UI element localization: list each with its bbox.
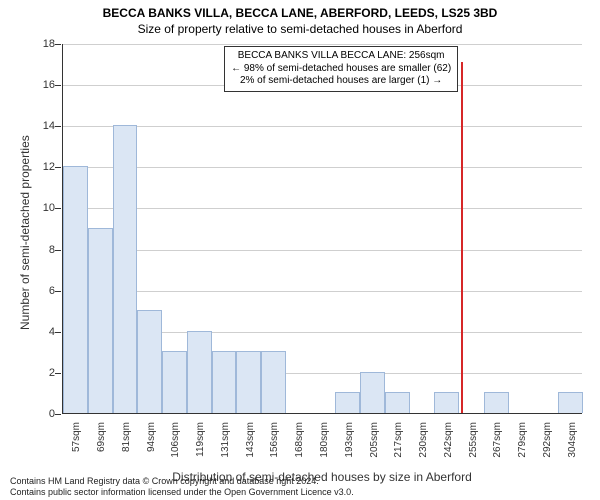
x-tick-label: 217sqm [393, 422, 404, 472]
y-axis-label: Number of semi-detached properties [18, 135, 32, 330]
y-tick-label: 8 [33, 244, 55, 256]
y-tick-label: 10 [33, 202, 55, 214]
x-tick-label: 119sqm [195, 422, 206, 472]
x-tick-label: 168sqm [294, 422, 305, 472]
histogram-bar [385, 392, 410, 413]
histogram-bar [484, 392, 509, 413]
gridline [63, 250, 582, 251]
x-tick-label: 81sqm [121, 422, 132, 472]
x-tick-label: 131sqm [220, 422, 231, 472]
gridline [63, 291, 582, 292]
gridline [63, 167, 582, 168]
attribution-line-1: Contains HM Land Registry data © Crown c… [10, 476, 600, 487]
histogram-bar [434, 392, 459, 413]
plot-area: 02468101214161857sqm69sqm81sqm94sqm106sq… [62, 44, 582, 414]
histogram-bar [212, 351, 237, 413]
y-tick-label: 14 [33, 120, 55, 132]
y-tick-label: 2 [33, 367, 55, 379]
x-tick-label: 69sqm [96, 422, 107, 472]
y-tick-label: 4 [33, 326, 55, 338]
histogram-bar [113, 125, 138, 413]
histogram-bar [63, 166, 88, 413]
y-tick-label: 6 [33, 285, 55, 297]
x-tick-label: 279sqm [517, 422, 528, 472]
x-tick-label: 106sqm [170, 422, 181, 472]
gridline [63, 44, 582, 45]
histogram-bar [360, 372, 385, 413]
annotation-line-2: ← 98% of semi-detached houses are smalle… [231, 63, 451, 76]
x-tick-label: 255sqm [468, 422, 479, 472]
chart-subtitle: Size of property relative to semi-detach… [0, 20, 600, 36]
x-tick-label: 230sqm [418, 422, 429, 472]
x-tick-label: 205sqm [369, 422, 380, 472]
gridline [63, 208, 582, 209]
x-tick-label: 292sqm [542, 422, 553, 472]
attribution-line-2: Contains public sector information licen… [10, 487, 600, 498]
y-tick-label: 12 [33, 161, 55, 173]
histogram-bar [261, 351, 286, 413]
x-tick-label: 180sqm [319, 422, 330, 472]
annotation-box: BECCA BANKS VILLA BECCA LANE: 256sqm ← 9… [224, 46, 458, 92]
gridline [63, 126, 582, 127]
x-tick-label: 193sqm [344, 422, 355, 472]
annotation-line-3: 2% of semi-detached houses are larger (1… [231, 75, 451, 88]
reference-line [461, 62, 463, 413]
attribution: Contains HM Land Registry data © Crown c… [0, 476, 600, 498]
histogram-bar [162, 351, 187, 413]
x-tick-label: 156sqm [269, 422, 280, 472]
histogram-bar [335, 392, 360, 413]
annotation-line-1: BECCA BANKS VILLA BECCA LANE: 256sqm [231, 50, 451, 63]
x-tick-label: 57sqm [71, 422, 82, 472]
y-tick-label: 16 [33, 79, 55, 91]
histogram-bar [558, 392, 583, 413]
x-tick-label: 304sqm [567, 422, 578, 472]
x-tick-label: 94sqm [146, 422, 157, 472]
x-tick-label: 143sqm [245, 422, 256, 472]
y-tick-label: 0 [33, 408, 55, 420]
histogram-bar [236, 351, 261, 413]
y-tick-label: 18 [33, 38, 55, 50]
x-tick-label: 267sqm [492, 422, 503, 472]
histogram-bar [137, 310, 162, 413]
chart-title: BECCA BANKS VILLA, BECCA LANE, ABERFORD,… [0, 0, 600, 20]
histogram-bar [88, 228, 113, 413]
x-tick-label: 242sqm [443, 422, 454, 472]
histogram-bar [187, 331, 212, 413]
